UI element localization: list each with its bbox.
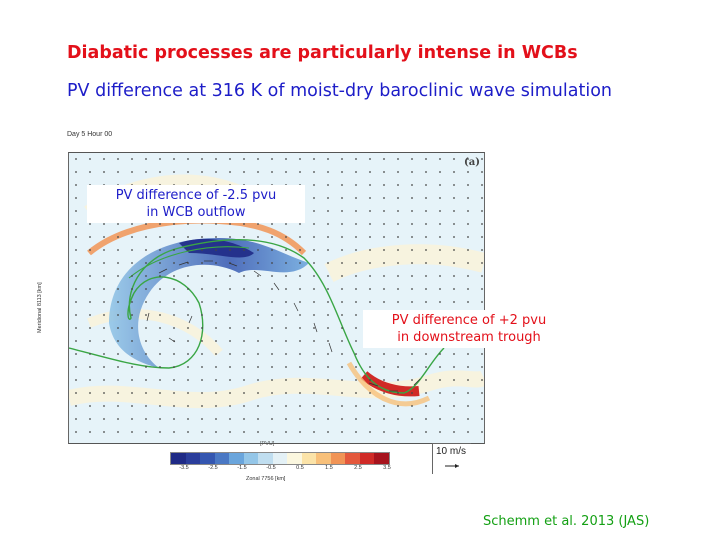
panel-label: (a) xyxy=(464,157,480,168)
wind-scale-box: 10 m/s xyxy=(432,443,471,474)
downstream-trough-annotation: PV difference of +2 pvu in downstream tr… xyxy=(363,310,575,348)
colorbar-unit-label: [PVU] xyxy=(260,441,275,447)
wcb-outflow-annotation: PV difference of -2.5 pvu in WCB outflow xyxy=(87,185,305,223)
pv-colorbar xyxy=(170,452,390,465)
colorbar-ticks: -3.5 -2.5 -1.5 -0.5 0.5 1.5 2.5 3.5 xyxy=(179,465,391,471)
slide-title: Diabatic processes are particularly inte… xyxy=(67,43,578,63)
arrow-right-icon xyxy=(445,464,459,468)
time-label: Day 5 Hour 00 xyxy=(67,131,113,138)
pv-difference-figure: Day 5 Hour 00 Meridional 8113 [km] xyxy=(37,125,575,485)
x-axis-label: Zonal 7756 [km] xyxy=(246,476,286,482)
citation: Schemm et al. 2013 (JAS) xyxy=(483,514,650,529)
y-axis-label: Meridional 8113 [km] xyxy=(37,282,43,333)
wind-scale-label: 10 m/s xyxy=(436,446,467,457)
slide-subtitle: PV difference at 316 K of moist-dry baro… xyxy=(67,81,612,101)
